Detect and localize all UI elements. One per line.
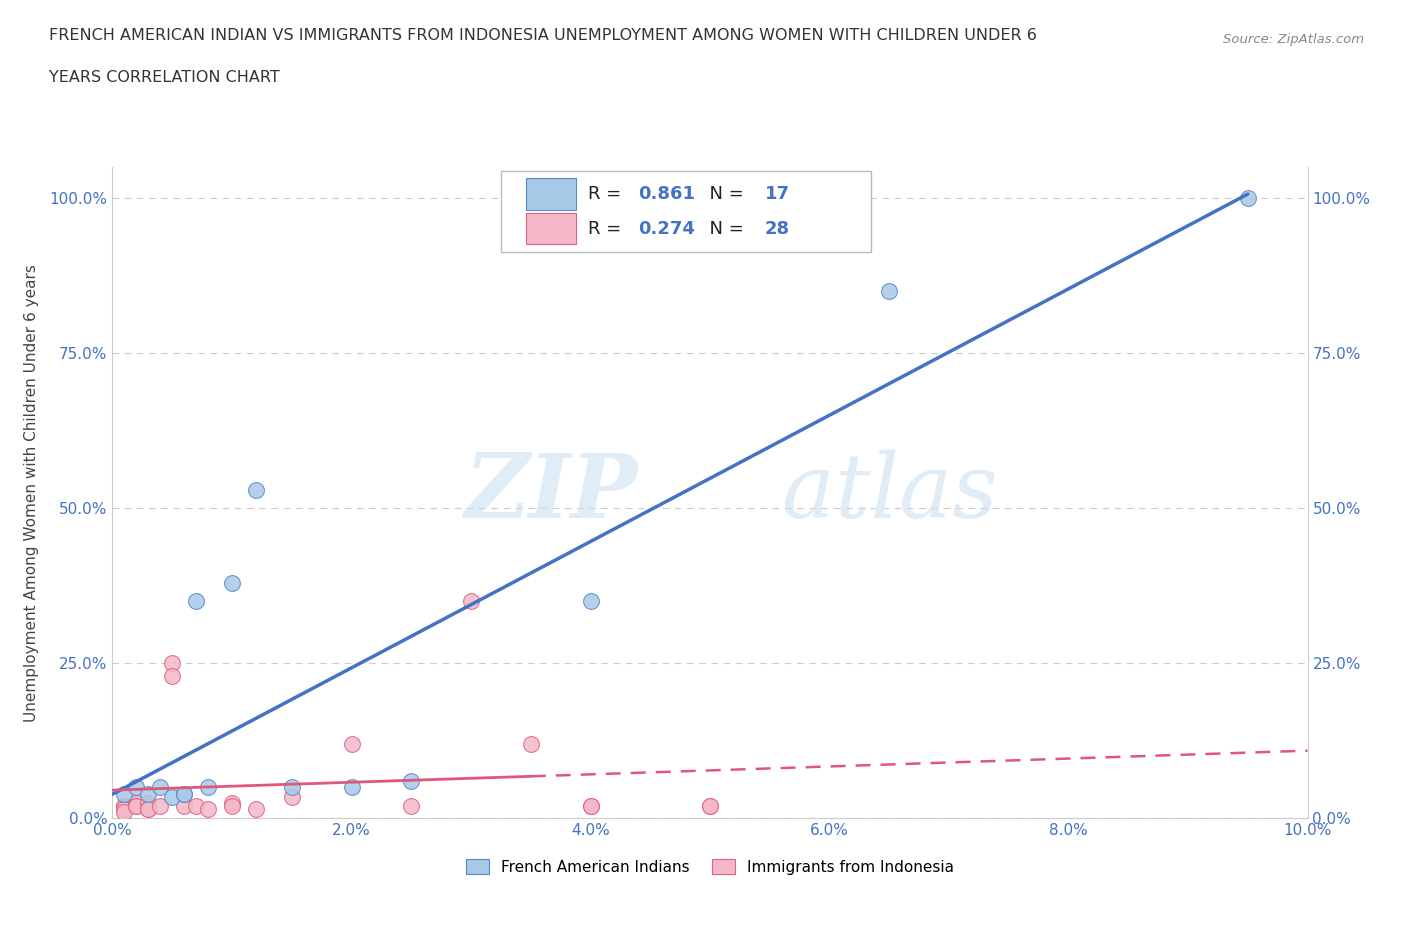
Point bbox=[401, 774, 423, 789]
Point bbox=[221, 795, 243, 810]
Text: R =: R = bbox=[588, 185, 627, 203]
Text: R =: R = bbox=[588, 219, 627, 237]
Text: 0.274: 0.274 bbox=[638, 219, 695, 237]
Point bbox=[186, 594, 208, 609]
Point bbox=[138, 786, 160, 801]
Point bbox=[699, 799, 721, 814]
Point bbox=[197, 802, 219, 817]
FancyBboxPatch shape bbox=[501, 171, 872, 252]
Point bbox=[245, 483, 267, 498]
Point bbox=[340, 737, 363, 751]
Point bbox=[162, 669, 183, 684]
Point bbox=[579, 799, 602, 814]
Point bbox=[125, 799, 148, 814]
Point bbox=[138, 802, 160, 817]
Point bbox=[245, 802, 267, 817]
Point bbox=[281, 790, 304, 804]
FancyBboxPatch shape bbox=[526, 213, 576, 245]
Point bbox=[125, 795, 148, 810]
Text: Source: ZipAtlas.com: Source: ZipAtlas.com bbox=[1223, 33, 1364, 46]
Point bbox=[149, 780, 172, 795]
Point bbox=[125, 799, 148, 814]
Point bbox=[197, 780, 219, 795]
Point bbox=[114, 786, 135, 801]
Text: N =: N = bbox=[699, 219, 749, 237]
Text: atlas: atlas bbox=[782, 449, 997, 537]
Point bbox=[401, 799, 423, 814]
Point bbox=[149, 799, 172, 814]
Text: ZIP: ZIP bbox=[465, 449, 638, 537]
Text: 17: 17 bbox=[765, 185, 790, 203]
Point bbox=[1237, 191, 1260, 206]
Point bbox=[579, 799, 602, 814]
Point bbox=[173, 786, 195, 801]
Point bbox=[281, 780, 304, 795]
Point bbox=[173, 786, 195, 801]
Point bbox=[114, 799, 135, 814]
Point bbox=[221, 799, 243, 814]
Text: 28: 28 bbox=[765, 219, 790, 237]
Text: YEARS CORRELATION CHART: YEARS CORRELATION CHART bbox=[49, 70, 280, 85]
Text: FRENCH AMERICAN INDIAN VS IMMIGRANTS FROM INDONESIA UNEMPLOYMENT AMONG WOMEN WIT: FRENCH AMERICAN INDIAN VS IMMIGRANTS FRO… bbox=[49, 28, 1038, 43]
Y-axis label: Unemployment Among Women with Children Under 6 years: Unemployment Among Women with Children U… bbox=[24, 264, 38, 722]
Point bbox=[186, 799, 208, 814]
Point bbox=[579, 594, 602, 609]
Point bbox=[114, 799, 135, 814]
Point bbox=[699, 799, 721, 814]
Point bbox=[221, 576, 243, 591]
Point bbox=[114, 804, 135, 819]
Text: N =: N = bbox=[699, 185, 749, 203]
Point bbox=[173, 799, 195, 814]
Point bbox=[460, 594, 482, 609]
Point bbox=[879, 284, 901, 299]
Point bbox=[520, 737, 543, 751]
Point bbox=[114, 802, 135, 817]
Point bbox=[138, 802, 160, 817]
Point bbox=[125, 780, 148, 795]
Point bbox=[340, 780, 363, 795]
FancyBboxPatch shape bbox=[526, 179, 576, 210]
Point bbox=[162, 656, 183, 671]
Text: 0.861: 0.861 bbox=[638, 185, 696, 203]
Point bbox=[162, 790, 183, 804]
Point bbox=[138, 795, 160, 810]
Legend: French American Indians, Immigrants from Indonesia: French American Indians, Immigrants from… bbox=[458, 851, 962, 883]
